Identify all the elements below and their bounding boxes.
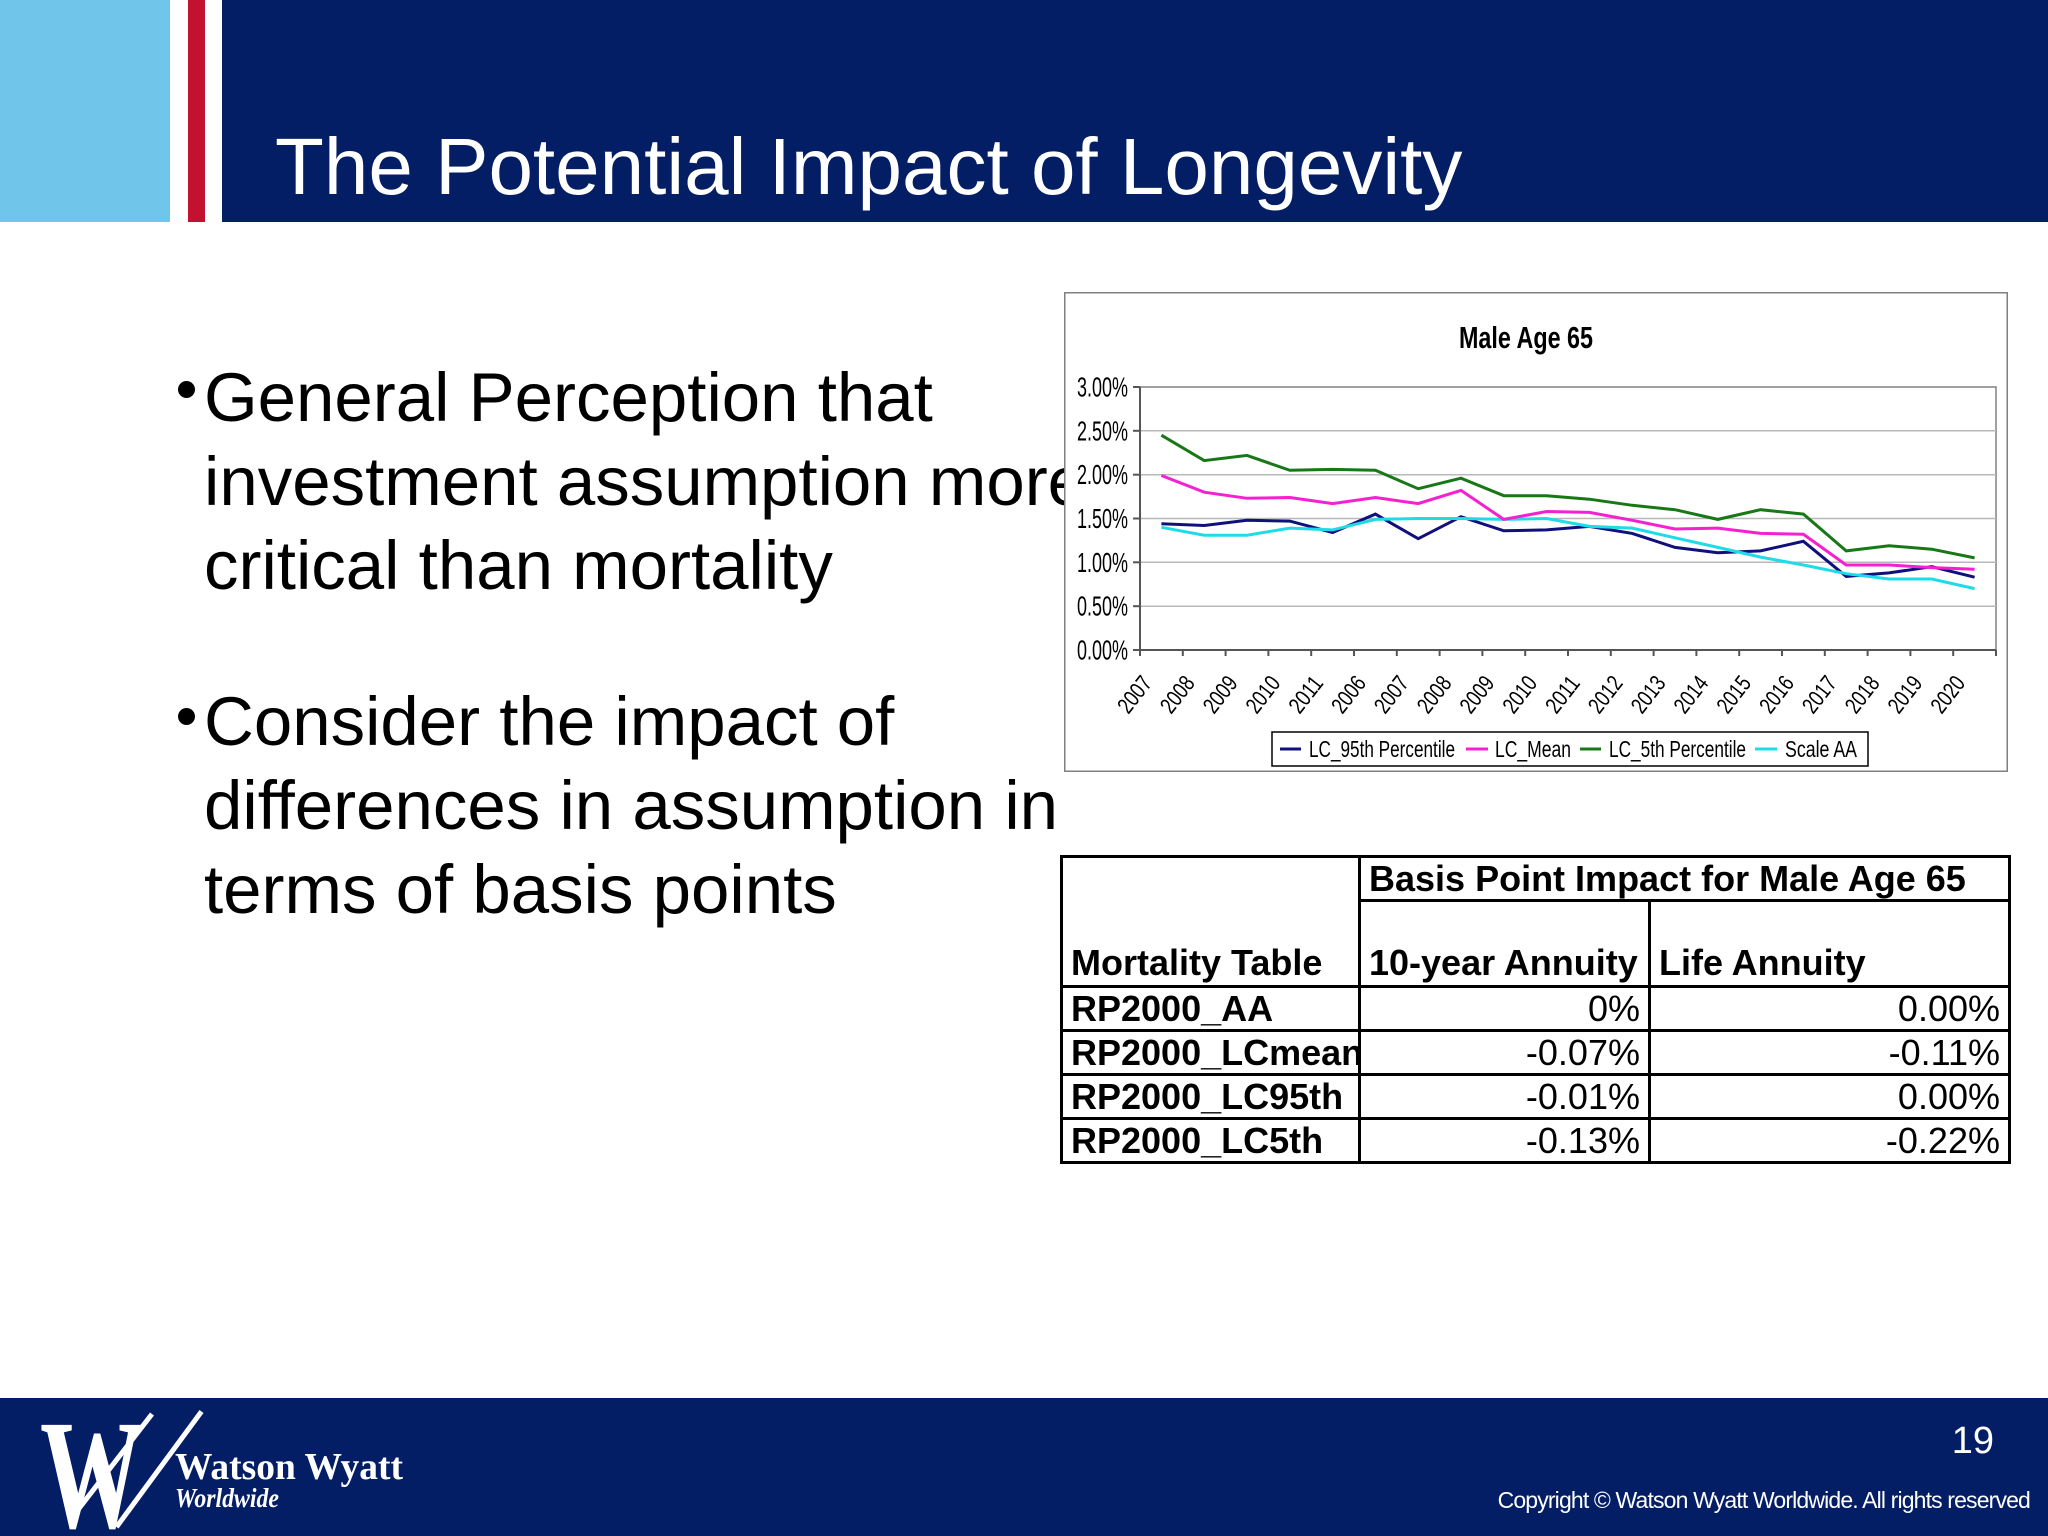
svg-text:LC_5th Percentile: LC_5th Percentile — [1609, 736, 1746, 762]
svg-text:2.50%: 2.50% — [1077, 415, 1128, 446]
svg-text:2.00%: 2.00% — [1077, 459, 1128, 490]
svg-text:Male Age 65: Male Age 65 — [1459, 320, 1593, 355]
svg-text:3.00%: 3.00% — [1077, 372, 1128, 403]
svg-text:LC_95th Percentile: LC_95th Percentile — [1309, 736, 1455, 762]
svg-text:LC_Mean: LC_Mean — [1495, 736, 1571, 762]
svg-text:0.50%: 0.50% — [1077, 591, 1128, 622]
svg-text:1.50%: 1.50% — [1077, 503, 1128, 534]
svg-text:0.00%: 0.00% — [1077, 635, 1128, 666]
svg-text:Scale AA: Scale AA — [1785, 736, 1858, 762]
svg-text:Worldwide: Worldwide — [175, 1483, 279, 1513]
svg-text:Watson Wyatt: Watson Wyatt — [175, 1446, 403, 1488]
svg-text:1.00%: 1.00% — [1077, 547, 1128, 578]
